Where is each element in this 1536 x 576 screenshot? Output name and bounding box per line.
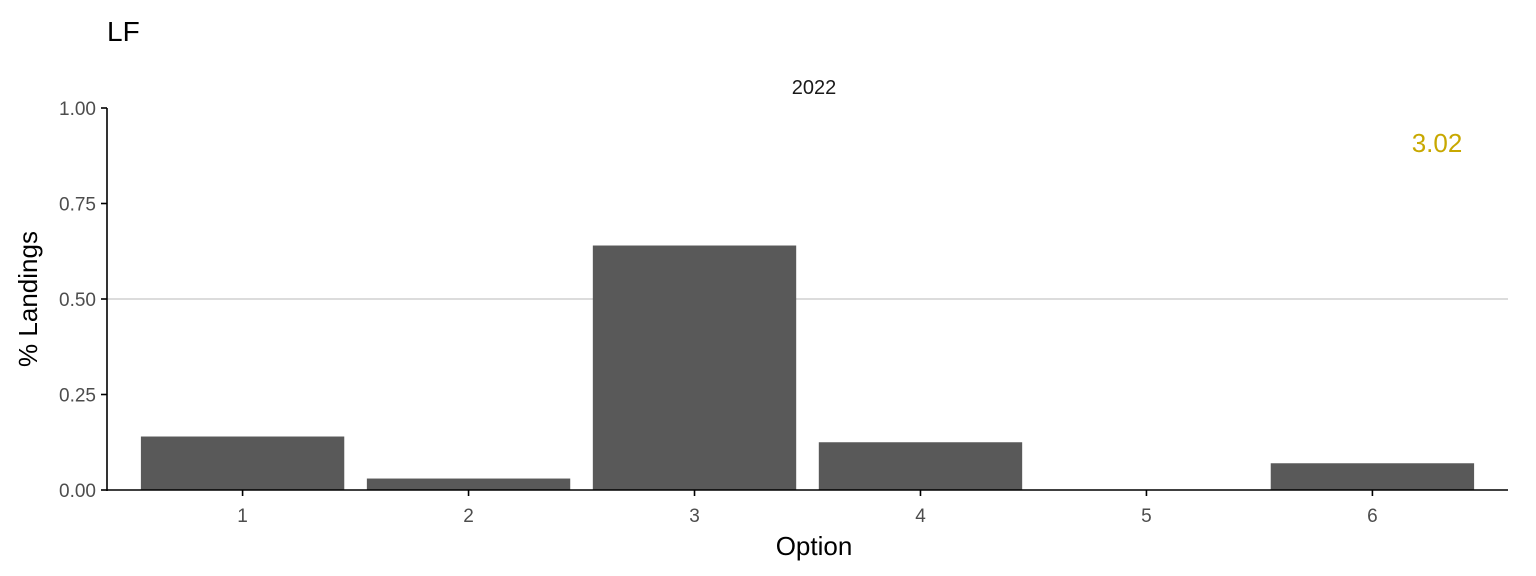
bars	[140, 245, 1475, 490]
annotation-value: 3.02	[1412, 128, 1463, 158]
bar-option-3	[592, 245, 797, 490]
x-tick-label: 6	[1367, 506, 1378, 527]
y-tick-label: 0.50	[59, 290, 96, 311]
y-ticks: 0.00 0.25 0.50 0.75 1.00	[59, 99, 107, 502]
facet-label: 2022	[792, 77, 837, 99]
bar-option-2	[366, 478, 571, 490]
x-tick-label: 4	[915, 506, 926, 527]
y-axis-title: % Landings	[13, 231, 43, 367]
y-tick-label: 1.00	[59, 99, 96, 120]
x-tick-label: 2	[463, 506, 474, 527]
y-tick-label: 0.75	[59, 195, 96, 216]
x-tick-label: 1	[237, 506, 248, 527]
x-axis-title: Option	[776, 531, 853, 561]
y-tick-label: 0.25	[59, 386, 96, 407]
x-tick-label: 3	[689, 506, 700, 527]
x-tick-label: 5	[1141, 506, 1152, 527]
x-ticks: 1 2 3 4 5 6	[237, 490, 1378, 527]
bar-option-6	[1270, 463, 1475, 490]
chart-title: LF	[107, 16, 140, 47]
y-tick-label: 0.00	[59, 481, 96, 502]
bar-option-4	[818, 442, 1023, 490]
bar-option-1	[140, 436, 345, 490]
